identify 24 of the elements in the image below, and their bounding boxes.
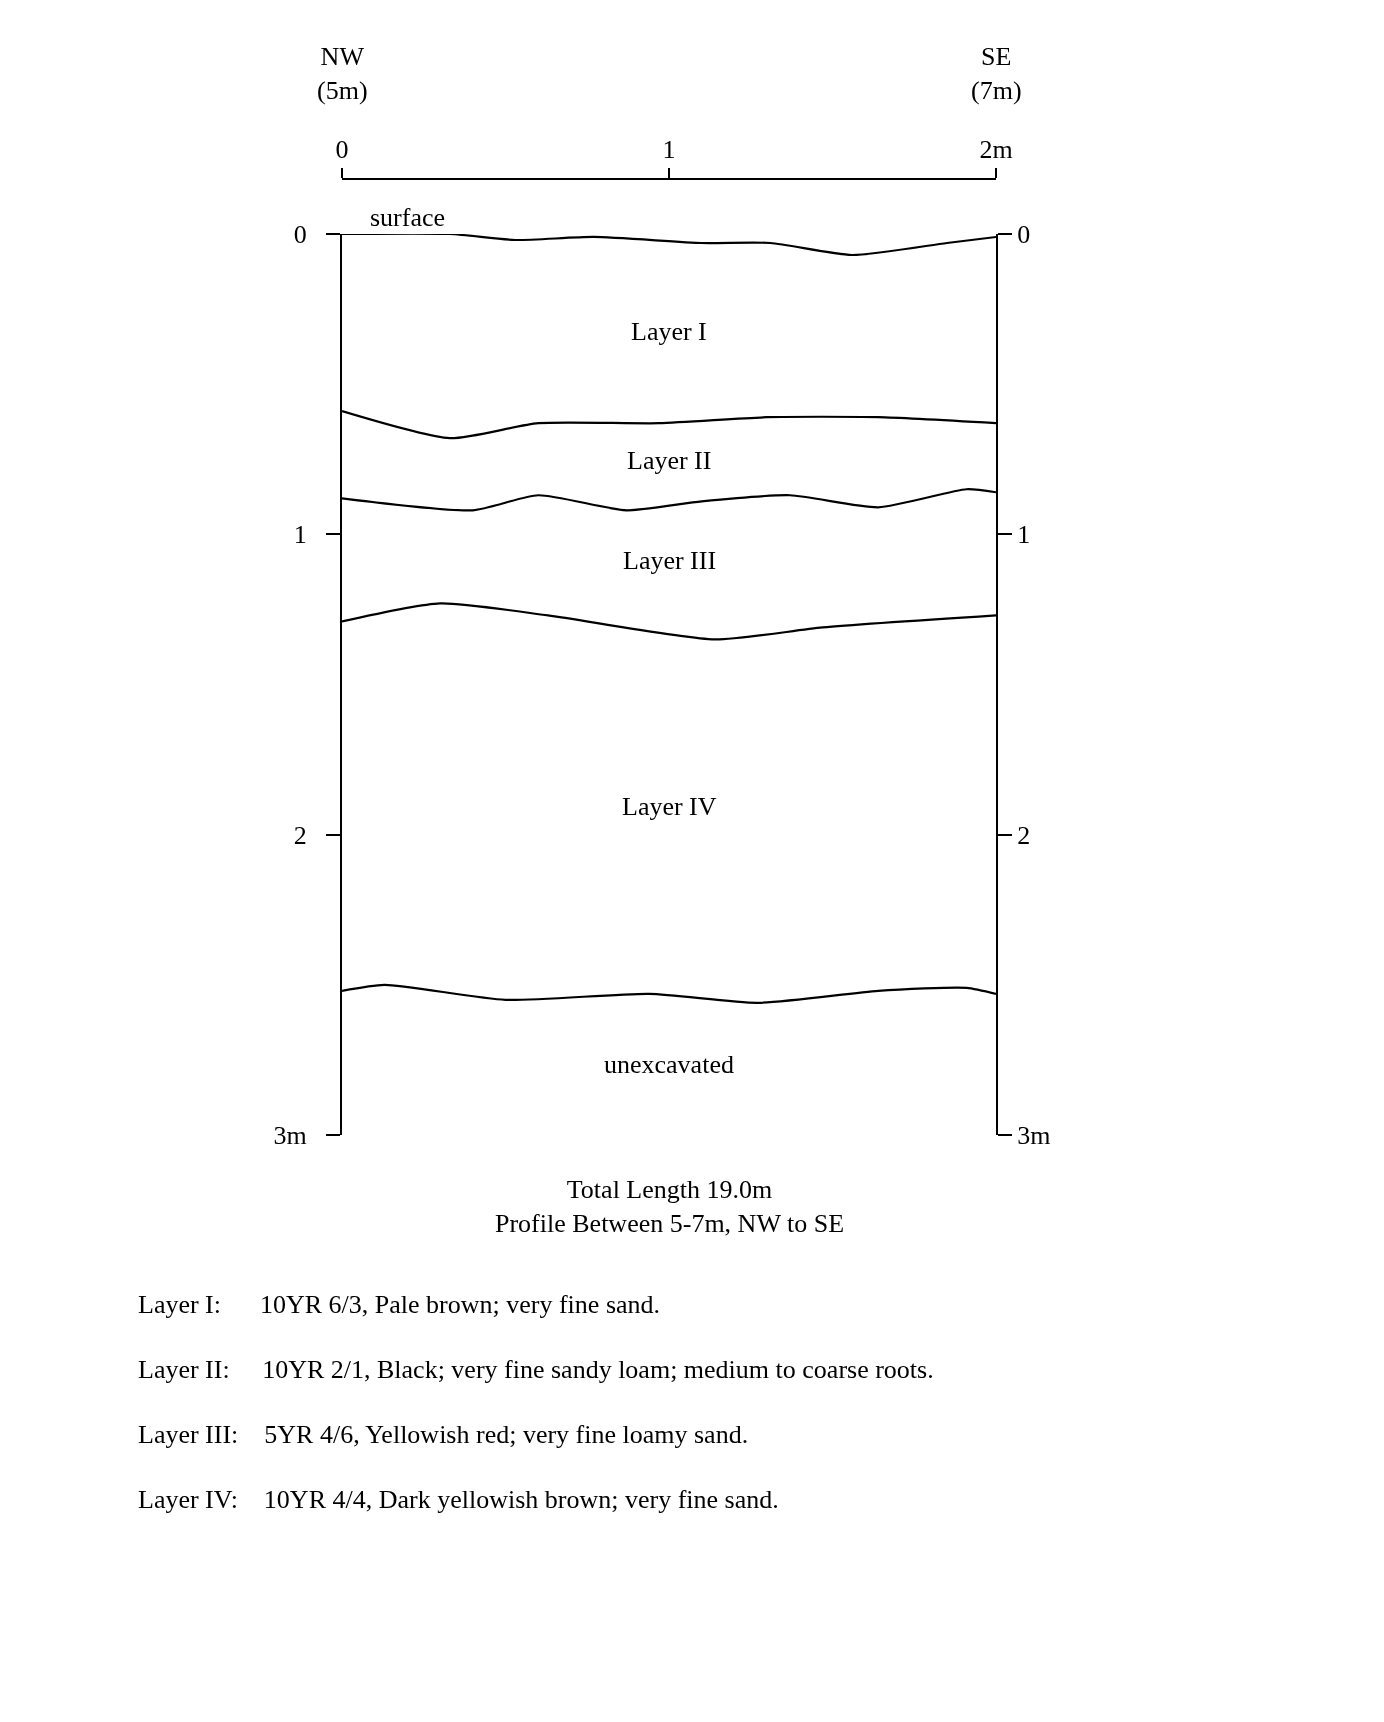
text: NW (5m) [317,42,368,105]
y-tick-label: 2 [293,820,307,850]
x-tick-label: 2m [979,134,1013,164]
text: Layer II: 10YR 2/1, Black; very fine sandy loam; medium to coarse roots. [138,1355,934,1384]
annotation: unexcavated [604,1050,734,1079]
y2-tick-label: 0 [1017,220,1031,250]
text: Total Length 19.0m Profile Between 5-7m, NW to SE [495,1175,845,1238]
y-tick-label: 1 [293,520,307,550]
annotation: surface [370,203,446,232]
annotation: Layer III [623,546,717,575]
x-tick-label: 0 [335,134,349,164]
y2-tick-label: 3m [1017,1121,1051,1151]
annotation: Layer IV [622,792,717,821]
text: Layer III: 5YR 4/6, Yellowish red; very fine loamy sand. [138,1420,749,1449]
annotation: Layer II [627,446,712,475]
y2-tick-label: 2 [1017,820,1031,850]
text: Layer IV: 10YR 4/4, Dark yellowish brown; very fine sand. [138,1485,779,1514]
text: SE (7m) [971,42,1022,105]
y2-tick-label: 1 [1017,520,1031,550]
x-tick-label: 1 [662,134,676,164]
text: Layer I: 10YR 6/3, Pale brown; very fine sand. [138,1290,661,1319]
y-tick-label: 0 [293,220,307,250]
y-tick-label: 3m [273,1121,307,1151]
annotation: Layer I [631,317,707,346]
